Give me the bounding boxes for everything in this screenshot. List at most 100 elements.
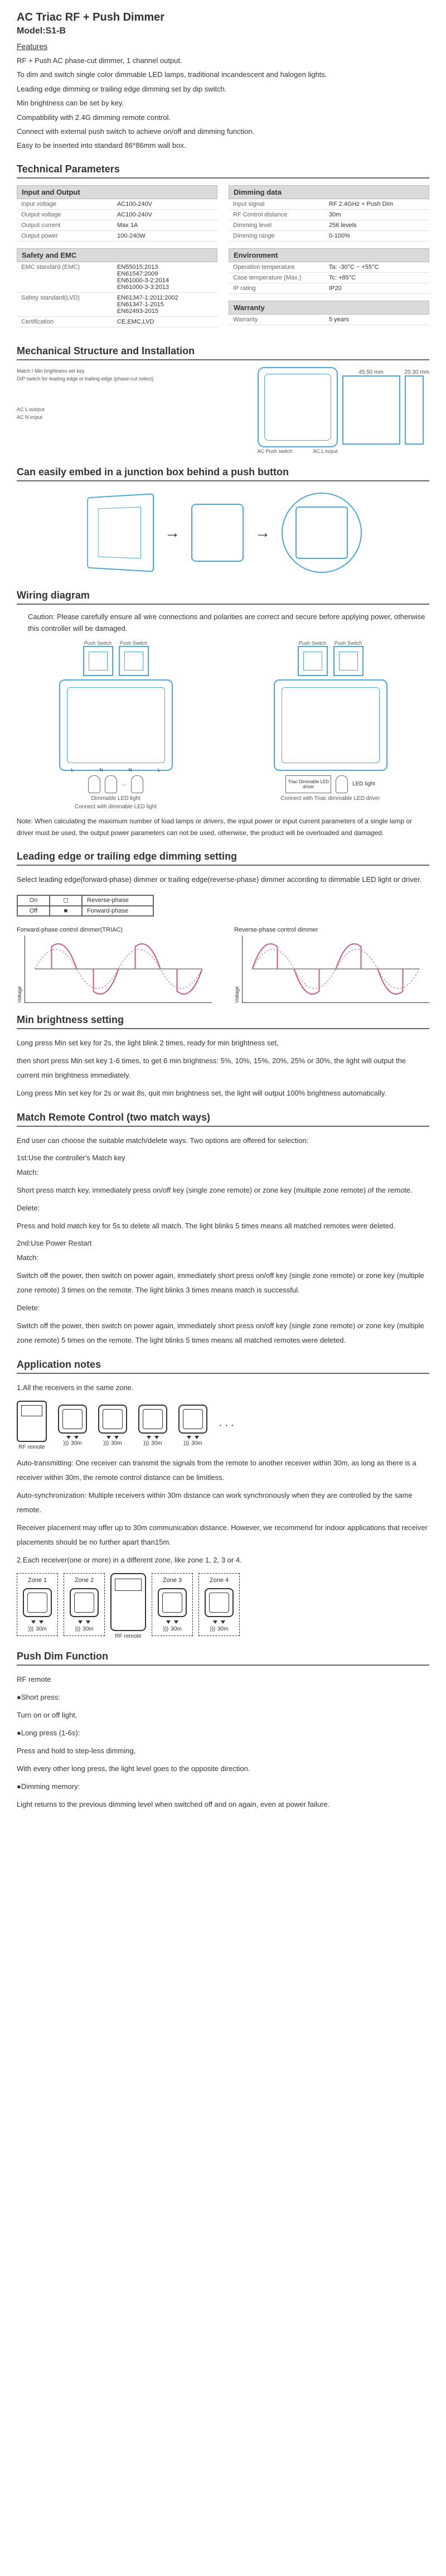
forward-title: Forward-phase control dimmer(TRIAC) bbox=[17, 927, 212, 933]
zone-column: Zone 1 )))30m bbox=[17, 1573, 58, 1636]
match1-delete: Press and hold match key for 5s to delet… bbox=[17, 1219, 429, 1233]
app-text-line: Auto-transmitting: One receiver can tran… bbox=[17, 1456, 429, 1485]
rf-remote-label: RF remote bbox=[18, 1444, 45, 1450]
push-heading: Push Dim Function bbox=[17, 1651, 429, 1666]
param-row: Operation temperatureTa: -30°C ~ +55°C bbox=[229, 262, 429, 273]
voltage-label: Voltage bbox=[234, 935, 240, 1003]
switch-label: Push Switch bbox=[333, 640, 363, 646]
annot-5: AC Push switch bbox=[258, 447, 293, 455]
annot-2: DIP switch for leading edge or trailing … bbox=[17, 375, 252, 383]
feature-line: Easy to be inserted into standard 86*86m… bbox=[17, 139, 429, 152]
param-row: Dimming level256 levels bbox=[229, 220, 429, 231]
device-front-diagram bbox=[258, 367, 338, 447]
annot-4: AC N in/put bbox=[17, 413, 252, 421]
phase-table: On ☐ Reverse-phase Off ■ Forward-phase bbox=[17, 895, 154, 916]
dim-2: 20.30 mm bbox=[405, 369, 429, 375]
min-text-line: then short press Min set key 1-6 times, … bbox=[17, 1054, 429, 1083]
min-text-line: Long press Min set key for 2s or wait 8s… bbox=[17, 1086, 429, 1101]
warranty-header: Warranty bbox=[229, 301, 429, 315]
push-line: ●Short press: bbox=[17, 1690, 429, 1705]
phase-off: Off bbox=[17, 906, 50, 916]
switch-diagram bbox=[298, 646, 328, 676]
annot-3: AC L out/put bbox=[17, 406, 252, 413]
min-text-line: Long press Min set key for 2s, the light… bbox=[17, 1036, 429, 1050]
param-row: Output voltageAC100-240V bbox=[17, 210, 217, 220]
switch-diagram bbox=[83, 646, 113, 676]
model-label: Model:S1-B bbox=[17, 26, 429, 36]
match-label: Match: bbox=[17, 1165, 429, 1180]
bulb-icon bbox=[88, 775, 100, 793]
edge-text: Select leading edge(forward-phase) dimme… bbox=[17, 872, 429, 887]
push-line: Press and hold to step-less dimming, bbox=[17, 1744, 429, 1758]
io-header: Input and Output bbox=[17, 185, 217, 199]
dots-icon: ··· bbox=[219, 1419, 236, 1432]
bulb-icon bbox=[105, 775, 117, 793]
distance-label: )))30m bbox=[103, 1440, 122, 1446]
param-row: CertificationCE,EMC,LVD bbox=[17, 317, 217, 327]
distance-label: )))30m bbox=[143, 1440, 162, 1446]
connect1-label: Connect with dimmable LED light bbox=[17, 804, 215, 810]
dim-1: 45.50 mm bbox=[342, 369, 400, 375]
connect2-label: Connect with Triac dimmable LED driver bbox=[231, 795, 429, 802]
app1: 1.All the receivers in the same zone. bbox=[17, 1381, 429, 1395]
main-title: AC Triac RF + Push Dimmer bbox=[17, 11, 429, 24]
receiver-icon bbox=[98, 1405, 127, 1434]
push-line: Turn on or off light. bbox=[17, 1708, 429, 1723]
reverse-wave-chart bbox=[242, 935, 429, 1003]
push-line: ●Dimming memory: bbox=[17, 1779, 429, 1794]
annot-6: AC L in/put bbox=[313, 447, 337, 455]
remote-icon bbox=[110, 1573, 146, 1631]
param-row: Output power100-240W bbox=[17, 231, 217, 242]
push-line: ●Long press (1-6s): bbox=[17, 1726, 429, 1740]
push-plate-diagram bbox=[87, 493, 154, 572]
match-heading: Match Remote Control (two match ways) bbox=[17, 1112, 429, 1127]
arrow-icon: → bbox=[164, 524, 180, 542]
param-row: EMC standard (EMC)EN55015:2013 EN61547:2… bbox=[17, 262, 217, 293]
feature-line: Compatibility with 2.4G dimming remote c… bbox=[17, 111, 429, 124]
forward-wave-chart bbox=[25, 935, 212, 1003]
zone-column: Zone 4 )))30m bbox=[198, 1573, 240, 1636]
phase-forward: Forward-phase bbox=[82, 906, 153, 916]
delete-label: Delete: bbox=[17, 1301, 429, 1315]
receiver-icon bbox=[205, 1588, 234, 1617]
bulb-icon bbox=[336, 775, 348, 793]
receiver-icon bbox=[23, 1588, 52, 1617]
bulb-icon bbox=[131, 775, 143, 793]
env-header: Environment bbox=[229, 248, 429, 262]
wiring-note: Note: When calculating the maximum numbe… bbox=[17, 816, 429, 840]
match2-delete: Switch off the power, then switch on pow… bbox=[17, 1319, 429, 1348]
phase-on: On bbox=[17, 895, 50, 906]
distance-label: )))30m bbox=[183, 1440, 202, 1446]
caution-text: Caution: Please carefully ensure all wir… bbox=[28, 611, 429, 635]
reverse-title: Reverse-phase control dimmer bbox=[234, 927, 429, 933]
zone-column: Zone 3 )))30m bbox=[152, 1573, 193, 1636]
edge-heading: Leading edge or trailing edge dimming se… bbox=[17, 851, 429, 866]
safety-header: Safety and EMC bbox=[17, 248, 217, 262]
tech-heading: Technical Parameters bbox=[17, 163, 429, 179]
match2-title: 2nd:Use Power Restart bbox=[17, 1239, 429, 1247]
min-heading: Min brightness setting bbox=[17, 1014, 429, 1029]
param-row: Input signalRF 2.4GHz + Push Dim bbox=[229, 199, 429, 210]
param-row: IP ratingIP20 bbox=[229, 283, 429, 294]
param-row: Input voltageAC100-240V bbox=[17, 199, 217, 210]
switch-label: Push Switch bbox=[83, 640, 113, 646]
match1-match: Short press match key, immediately press… bbox=[17, 1183, 429, 1198]
distance-label: )))30m bbox=[63, 1440, 81, 1446]
wiring-device-diagram bbox=[274, 679, 387, 771]
param-row: RF Control distance30m bbox=[229, 210, 429, 220]
phase-reverse: Reverse-phase bbox=[82, 895, 153, 906]
dimming-header: Dimming data bbox=[229, 185, 429, 199]
app-text-line: Auto-synchronization: Multiple receivers… bbox=[17, 1488, 429, 1517]
param-row: Output currentMax 1A bbox=[17, 220, 217, 231]
embed-heading: Can easily embed in a junction box behin… bbox=[17, 466, 429, 481]
match-label: Match: bbox=[17, 1251, 429, 1265]
junction-box-diagram bbox=[282, 493, 362, 573]
match-intro: End user can choose the suitable match/d… bbox=[17, 1133, 429, 1148]
wiring-device-diagram: LNNL bbox=[59, 679, 173, 771]
feature-line: To dim and switch single color dimmable … bbox=[17, 68, 429, 81]
param-row: Warranty5 years bbox=[229, 315, 429, 325]
mech-heading: Mechanical Structure and Installation bbox=[17, 345, 429, 360]
push-line: Light returns to the previous dimming le… bbox=[17, 1797, 429, 1812]
remote-icon bbox=[17, 1401, 47, 1442]
receiver-icon bbox=[58, 1405, 87, 1434]
